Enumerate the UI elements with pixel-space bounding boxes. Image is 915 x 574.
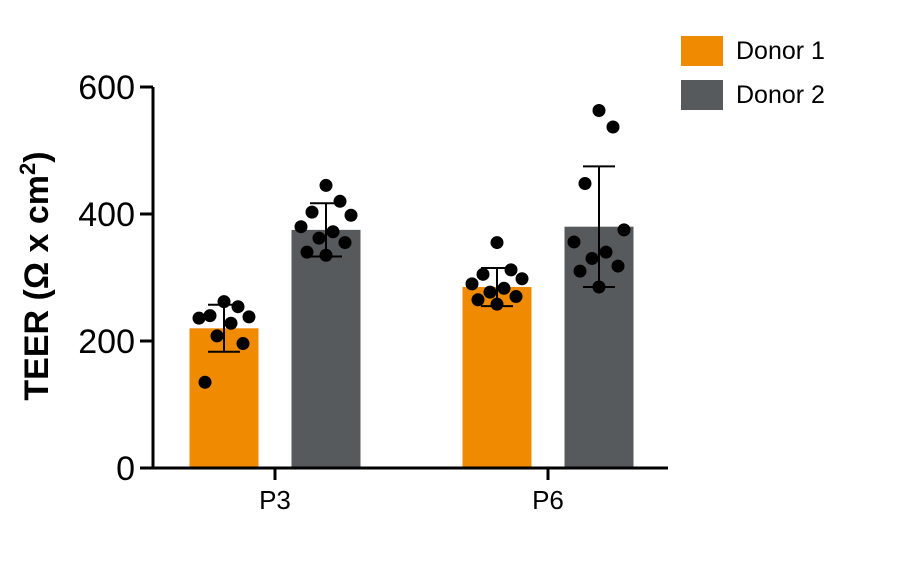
data-point [611, 259, 625, 273]
legend-label: Donor 2 [736, 81, 825, 109]
data-point [338, 236, 352, 250]
data-point [242, 310, 256, 324]
data-point [471, 293, 485, 307]
data-point [465, 277, 479, 291]
data-point [319, 248, 333, 262]
legend: Donor 1 Donor 2 [681, 36, 825, 110]
data-point [300, 245, 314, 259]
data-point [294, 220, 308, 234]
data-point [192, 311, 206, 325]
data-point [203, 309, 217, 323]
legend-swatch [681, 80, 723, 110]
data-point [490, 297, 504, 311]
data-point [210, 329, 224, 343]
points-layer [192, 103, 631, 389]
data-point [224, 316, 238, 330]
data-point [585, 251, 599, 265]
data-point [344, 208, 358, 222]
data-point [509, 290, 523, 304]
data-point [617, 223, 631, 237]
y-axis-title-main: TEER (Ω x cm [18, 175, 56, 401]
data-point [231, 300, 245, 314]
bar-donor-2-p3 [291, 229, 361, 468]
data-point [217, 295, 231, 309]
data-point [490, 236, 504, 250]
legend-label: Donor 1 [736, 37, 825, 65]
data-point [599, 245, 613, 259]
data-point [567, 235, 581, 249]
data-point [497, 281, 511, 295]
data-point [578, 177, 592, 191]
bars-layer [189, 226, 634, 468]
data-point [606, 120, 620, 134]
y-tick-label: 0 [116, 450, 135, 488]
error-bars-layer [208, 165, 615, 353]
data-point [504, 263, 518, 277]
y-tick-label: 200 [78, 323, 135, 361]
y-tick-label: 600 [78, 69, 135, 107]
y-ticks: 0 200 400 600 [78, 69, 153, 488]
y-axis-title-superscript: 2 [15, 163, 40, 175]
data-point [592, 280, 606, 294]
bar-donor-1-p6 [462, 287, 532, 468]
data-point [319, 178, 333, 192]
legend-swatch [681, 36, 723, 66]
data-point [592, 103, 606, 117]
data-point [333, 194, 347, 208]
x-ticks: P3 P6 [259, 468, 564, 515]
y-tick-label: 400 [78, 196, 135, 234]
x-tick-label: P6 [532, 485, 564, 515]
data-point [236, 337, 250, 351]
y-axis-title-close: ) [18, 151, 56, 162]
data-point [476, 267, 490, 281]
data-point [326, 225, 340, 239]
data-point [483, 285, 497, 299]
data-point [198, 375, 212, 389]
data-point [305, 205, 319, 219]
data-point [573, 264, 587, 278]
y-axis-title: TEER (Ω x cm2) [15, 151, 56, 400]
data-point [515, 272, 529, 286]
data-point [312, 231, 326, 245]
x-tick-label: P3 [259, 485, 291, 515]
